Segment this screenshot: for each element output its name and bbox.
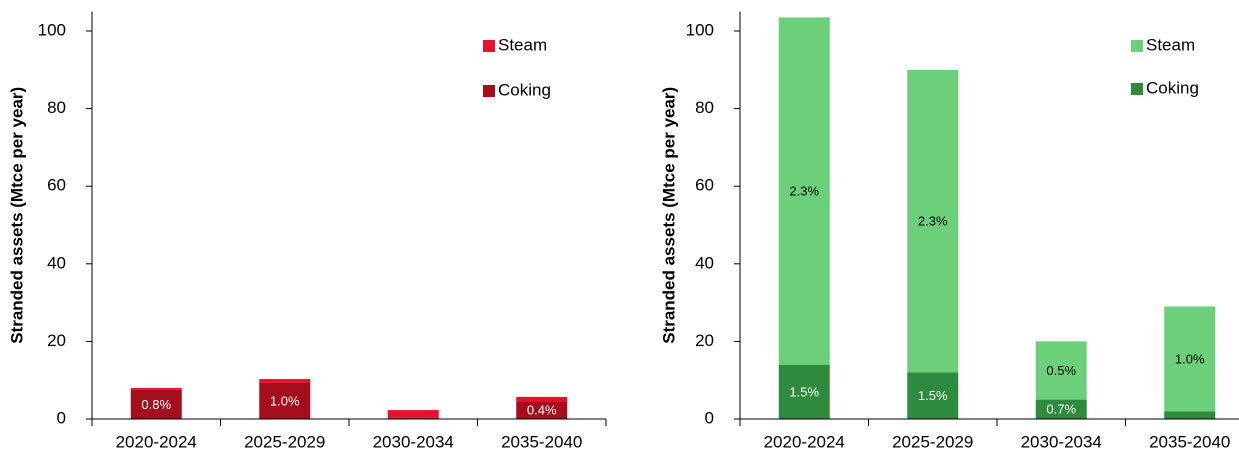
legend-label: Coking [1146, 78, 1199, 97]
y-axis-label: Stranded assets (Mtce per year) [659, 87, 678, 344]
legend-swatch [483, 85, 495, 97]
data-label: 1.5% [918, 388, 948, 403]
bar-segment [907, 372, 959, 419]
bar-segment [387, 417, 439, 419]
y-tick-label: 0 [705, 408, 714, 427]
bar-segment [259, 379, 311, 383]
legend-swatch [1131, 83, 1143, 95]
bar-segment [907, 69, 959, 373]
y-tick-label: 100 [686, 20, 714, 39]
x-tick-label: 2030-2034 [1021, 432, 1102, 451]
y-axis-label: Stranded assets (Mtce per year) [7, 87, 26, 344]
data-label: 0.8% [141, 397, 171, 412]
bar-segment [130, 387, 182, 390]
bar-segment [1035, 341, 1087, 400]
y-tick-label: 20 [695, 331, 714, 350]
bar-segment [1035, 399, 1087, 419]
bar-segment [259, 382, 311, 419]
data-label: 0.4% [527, 403, 557, 418]
bar-segment [130, 389, 182, 419]
data-label: 2.3% [789, 183, 819, 198]
legend-label: Steam [498, 35, 547, 54]
data-label: 1.0% [270, 393, 300, 408]
x-tick-label: 2035-2040 [1149, 432, 1230, 451]
y-tick-label: 80 [47, 98, 66, 117]
bar-segment [1164, 306, 1216, 412]
bar-segment [1164, 411, 1216, 419]
bar-segment [387, 410, 439, 418]
data-label: 0.5% [1046, 363, 1076, 378]
legend-swatch [1131, 40, 1143, 52]
x-tick-label: 2035-2040 [501, 432, 582, 451]
data-label: 2.3% [918, 214, 948, 229]
legend-label: Steam [1146, 35, 1195, 54]
y-tick-label: 20 [47, 331, 66, 350]
x-tick-label: 2020-2024 [116, 432, 197, 451]
y-tick-label: 80 [695, 98, 714, 117]
legend-label: Coking [498, 80, 551, 99]
data-label: 1.0% [1175, 351, 1205, 366]
y-tick-label: 40 [695, 253, 714, 272]
data-label: 0.7% [1046, 402, 1076, 417]
x-tick-label: 2020-2024 [764, 432, 845, 451]
y-tick-label: 100 [38, 20, 66, 39]
x-tick-label: 2025-2029 [892, 432, 973, 451]
bar-segment [516, 396, 568, 402]
x-tick-label: 2025-2029 [244, 432, 325, 451]
bar-segment [516, 401, 568, 419]
y-tick-label: 40 [47, 253, 66, 272]
y-tick-label: 60 [47, 176, 66, 195]
bar-segment [778, 364, 830, 419]
bar-segment [778, 17, 830, 365]
y-tick-label: 60 [695, 176, 714, 195]
legend-swatch [483, 40, 495, 52]
y-tick-label: 0 [57, 408, 66, 427]
x-tick-label: 2030-2034 [373, 432, 454, 451]
data-label: 1.5% [789, 384, 819, 399]
